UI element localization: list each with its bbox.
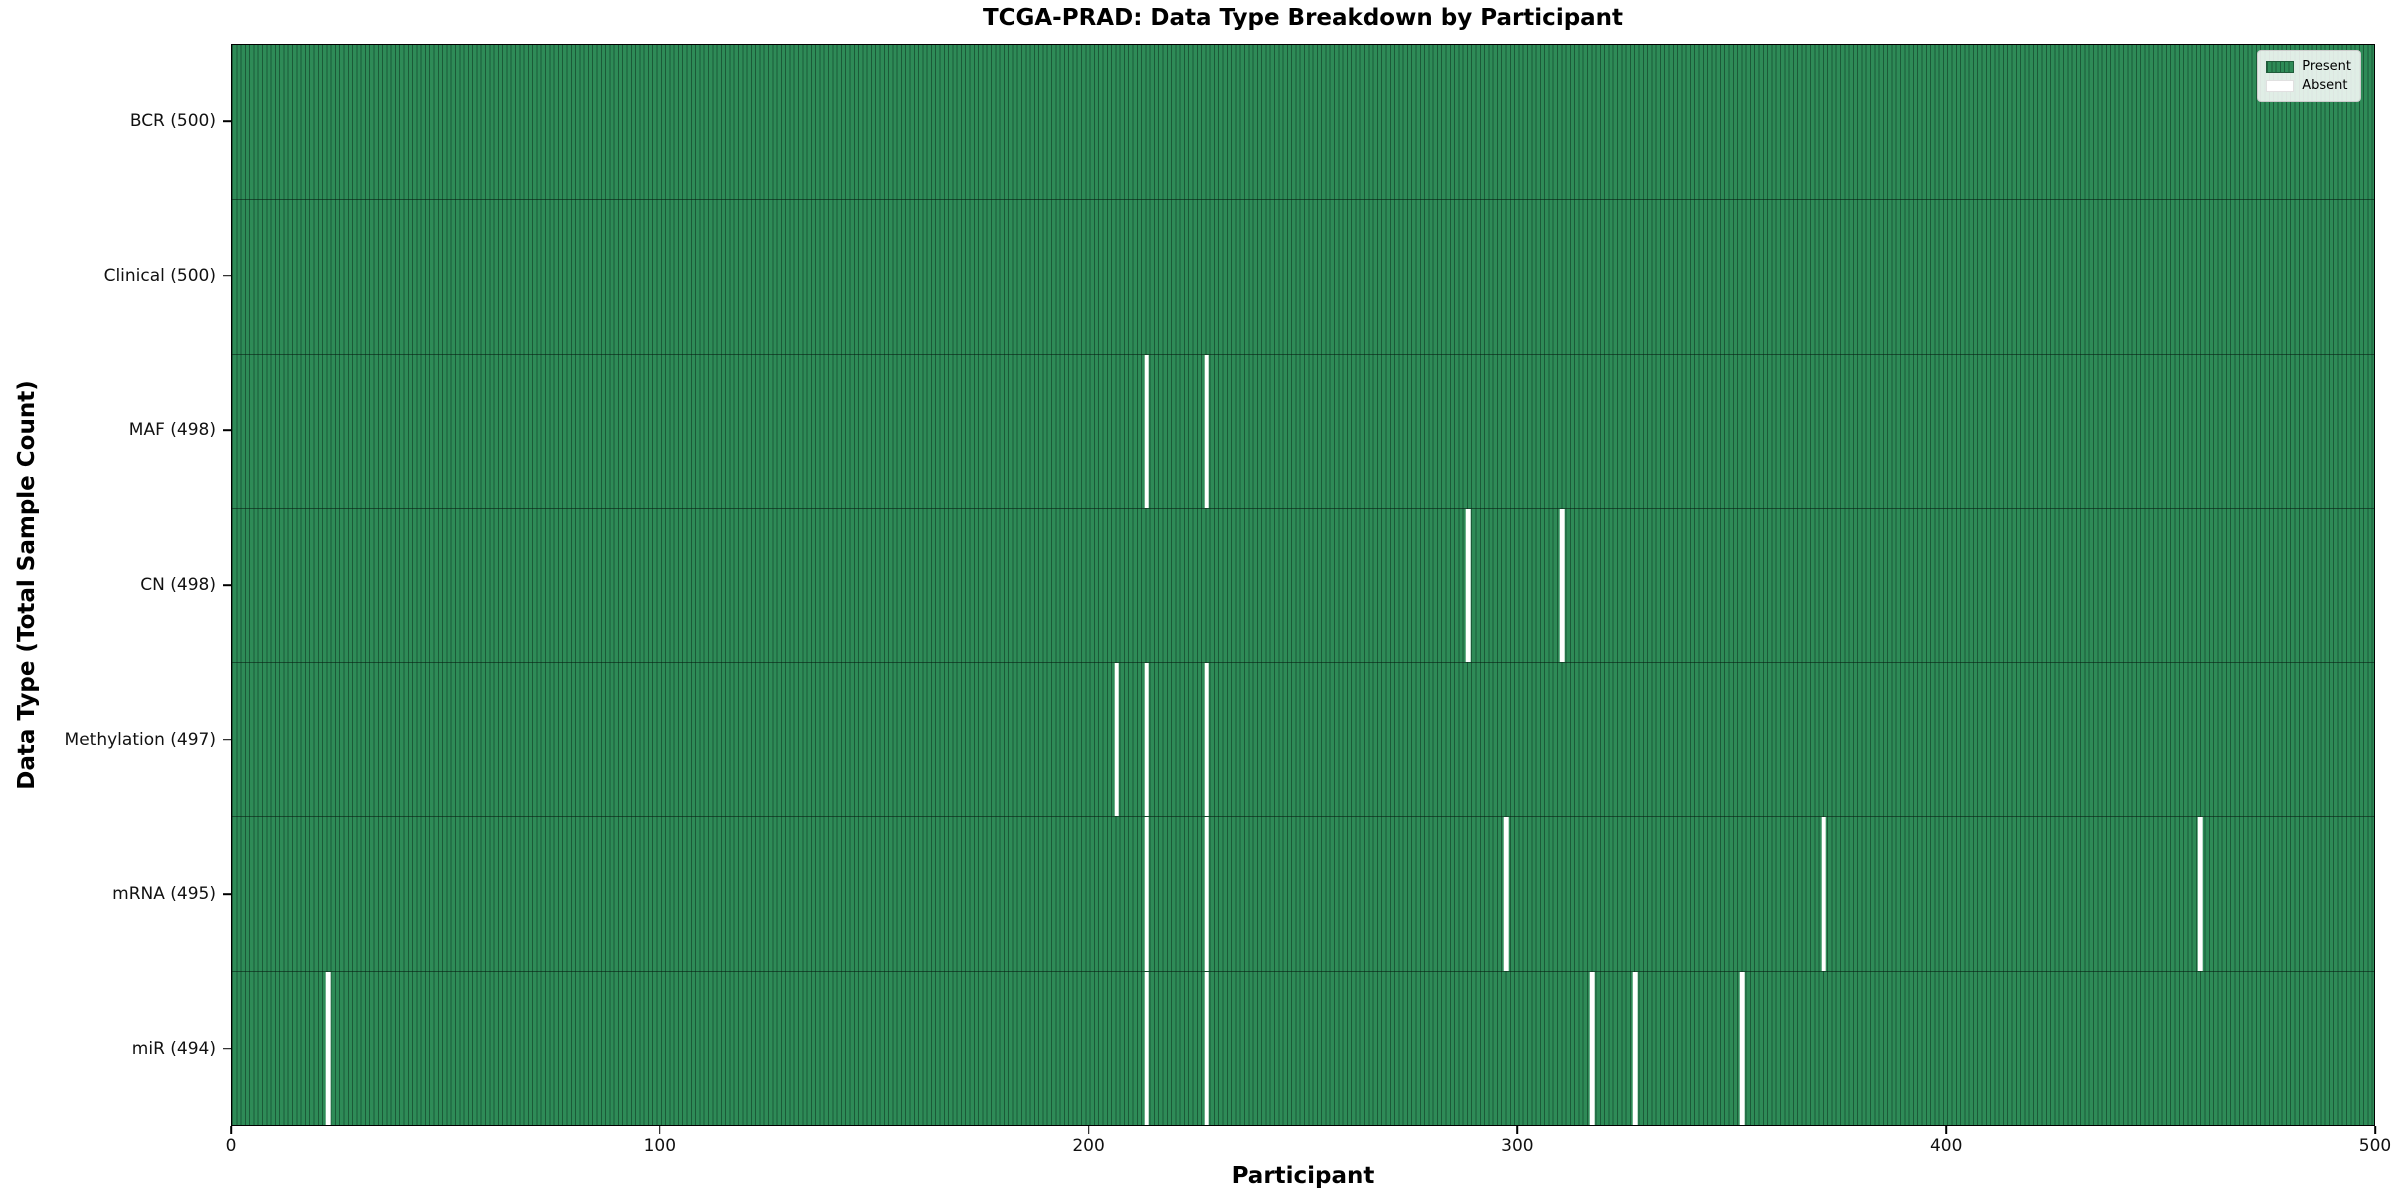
absent-gap <box>1144 663 1149 817</box>
data-row-bcr <box>232 45 2374 199</box>
absent-gap <box>1821 817 1826 971</box>
legend-present-label: Present <box>2302 59 2351 74</box>
y-tick-mark <box>223 738 231 741</box>
y-tick-mark <box>223 429 231 432</box>
y-tick-label: CN (498) <box>140 575 216 595</box>
legend-item-present: Present <box>2266 57 2351 76</box>
legend-present-swatch-icon <box>2266 60 2295 73</box>
absent-gap <box>1739 971 1745 1125</box>
absent-gap <box>1504 817 1509 971</box>
y-tick-mark <box>223 275 231 277</box>
absent-gap <box>2198 817 2203 971</box>
x-tick-label: 0 <box>225 1136 237 1156</box>
absent-gap <box>1144 817 1149 971</box>
absent-gap <box>1144 354 1149 508</box>
absent-gap <box>1465 508 1471 663</box>
plot-area: Present Absent <box>231 44 2375 1126</box>
x-tick-mark <box>1087 1126 1090 1134</box>
y-tick-mark <box>223 893 231 895</box>
absent-gap <box>326 971 331 1125</box>
y-tick-mark <box>223 1047 231 1050</box>
x-tick-mark <box>230 1126 232 1134</box>
absent-gap <box>1204 663 1209 817</box>
legend-item-absent: Absent <box>2266 76 2351 95</box>
x-tick-label: 100 <box>643 1136 677 1156</box>
x-tick-mark <box>1516 1126 1519 1134</box>
data-row-mrna <box>232 816 2374 971</box>
absent-gap <box>1632 971 1638 1125</box>
data-row-methylation <box>232 662 2374 817</box>
x-tick-label: 400 <box>1929 1136 1963 1156</box>
y-tick-label: BCR (500) <box>129 111 216 132</box>
y-tick-label: MAF (498) <box>128 420 216 441</box>
y-tick-label: mRNA (495) <box>112 884 216 905</box>
y-axis-label: Data Type (Total Sample Count) <box>14 380 40 790</box>
absent-gap <box>1589 971 1595 1125</box>
y-tick-label: miR (494) <box>131 1038 216 1059</box>
x-tick-mark <box>659 1126 661 1134</box>
x-tick-mark <box>1945 1126 1947 1134</box>
y-tick-label: Clinical (500) <box>103 265 216 286</box>
data-row-clinical <box>232 199 2374 353</box>
legend: Present Absent <box>2257 50 2361 102</box>
data-row-mir <box>232 970 2374 1125</box>
y-tick-label: Methylation (497) <box>64 729 216 750</box>
absent-gap <box>1204 817 1209 971</box>
data-row-maf <box>232 353 2374 508</box>
chart-title: TCGA-PRAD: Data Type Breakdown by Partic… <box>982 5 1624 31</box>
legend-absent-swatch-icon <box>2266 79 2295 92</box>
absent-gap <box>1114 663 1119 817</box>
x-tick-label: 500 <box>2358 1136 2392 1156</box>
absent-gap <box>1144 971 1149 1125</box>
y-tick-mark <box>223 584 231 586</box>
x-axis-label: Participant <box>1231 1163 1375 1189</box>
y-tick-mark <box>223 120 231 123</box>
absent-gap <box>1559 508 1565 663</box>
absent-gap <box>1204 971 1209 1125</box>
x-tick-mark <box>2374 1126 2376 1134</box>
x-tick-label: 200 <box>1072 1136 1105 1156</box>
data-row-cn <box>232 507 2374 663</box>
x-tick-label: 300 <box>1501 1136 1534 1156</box>
legend-absent-label: Absent <box>2302 78 2348 93</box>
absent-gap <box>1204 354 1209 508</box>
